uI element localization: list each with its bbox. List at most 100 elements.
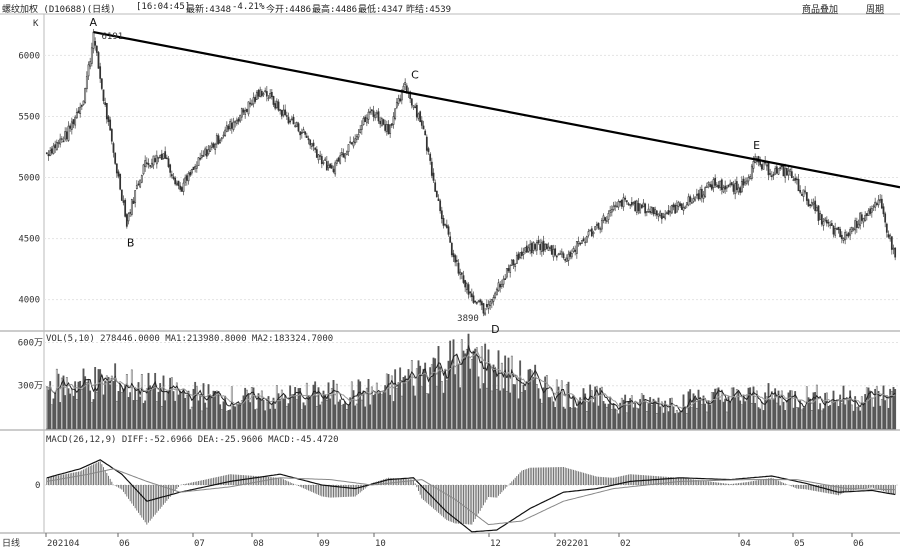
volume-bar (717, 387, 720, 430)
candle (214, 142, 217, 155)
candle-body (332, 168, 335, 173)
candle-body (442, 218, 445, 226)
candle-body (737, 187, 740, 193)
candle-body (607, 213, 610, 220)
candle (514, 262, 517, 272)
volume-bar (45, 386, 48, 430)
volume-bar (559, 392, 562, 430)
volume-bar (730, 387, 733, 430)
candle-body (884, 213, 887, 223)
candle (225, 121, 228, 133)
candle-body (242, 109, 245, 113)
volume-bar (204, 402, 207, 430)
candle-body (734, 183, 737, 195)
volume-bar (334, 404, 337, 430)
volume-bar (397, 382, 400, 430)
candle-body (530, 243, 533, 254)
period-button[interactable]: 周期 (866, 5, 885, 15)
volume-bar (472, 350, 475, 430)
volume-bar (784, 410, 787, 430)
candle (487, 300, 490, 314)
candle-body (799, 190, 802, 193)
volume-bar (275, 385, 278, 430)
volume-bar (110, 375, 113, 430)
volume-bar (344, 401, 347, 430)
volume-bar (682, 394, 685, 430)
candle-body (57, 142, 60, 144)
volume-bar (197, 400, 200, 430)
candle-body (849, 229, 852, 236)
volume-bar (147, 372, 150, 430)
volume-bar (735, 389, 738, 430)
candle (864, 211, 867, 222)
volume-bar (582, 388, 585, 430)
volume-bar (777, 390, 780, 430)
candle-body (239, 114, 242, 122)
volume-bar (527, 369, 530, 430)
candle-body (617, 201, 620, 208)
candle (624, 195, 627, 202)
candle-body (882, 206, 885, 215)
volume-bar (565, 384, 568, 430)
volume-bar (50, 404, 53, 430)
candle-body (259, 89, 262, 98)
volume-bar (422, 368, 425, 430)
candle-body (810, 201, 813, 206)
candle-body (290, 118, 293, 121)
volume-bar (759, 408, 762, 430)
volume-bar (92, 399, 95, 430)
candle (620, 199, 623, 210)
candle-body (529, 243, 532, 251)
candle-body (660, 212, 663, 220)
volume-bar (575, 408, 578, 430)
volume-bar (557, 386, 560, 430)
volume-bar (732, 387, 735, 430)
volume-bar (644, 400, 647, 430)
candle-body (319, 155, 322, 158)
candle-body (335, 159, 338, 164)
volume-bar (567, 381, 570, 430)
candle (130, 198, 133, 217)
candle (869, 206, 872, 216)
candle (350, 142, 353, 145)
volume-bar (775, 402, 778, 430)
candle (72, 119, 75, 129)
volume-bar (855, 407, 858, 430)
candle-body (494, 292, 497, 298)
volume-bar (577, 401, 580, 430)
commodity-overlay-button[interactable]: 商品叠加 (802, 5, 839, 15)
candle (619, 200, 622, 207)
candle (837, 226, 840, 234)
candle (267, 94, 270, 102)
candle (474, 300, 477, 304)
candle (210, 141, 213, 151)
candle-body (862, 218, 865, 223)
candle (555, 254, 558, 261)
candle-body (474, 300, 477, 303)
candle (525, 240, 528, 253)
volume-bar (640, 393, 643, 430)
volume-bar (372, 395, 375, 430)
candle-body (285, 115, 288, 117)
volume-bar (630, 395, 633, 430)
candle (377, 108, 380, 124)
candle (835, 227, 838, 231)
candle (435, 190, 438, 198)
volume-bar (724, 398, 727, 430)
candle (615, 201, 618, 208)
candle (667, 205, 670, 216)
candle-body (435, 190, 438, 198)
candle (67, 121, 70, 142)
volume-bar (260, 390, 263, 430)
volume-bar (489, 364, 492, 430)
volume-bar (869, 390, 872, 430)
candle-body (707, 181, 710, 185)
volume-bar (707, 400, 710, 430)
candle-body (492, 297, 495, 302)
candle-body (675, 205, 678, 213)
point-label-d: D (491, 323, 499, 336)
candle (364, 114, 367, 123)
volume-bar (449, 340, 452, 430)
volume-bar (429, 367, 432, 430)
